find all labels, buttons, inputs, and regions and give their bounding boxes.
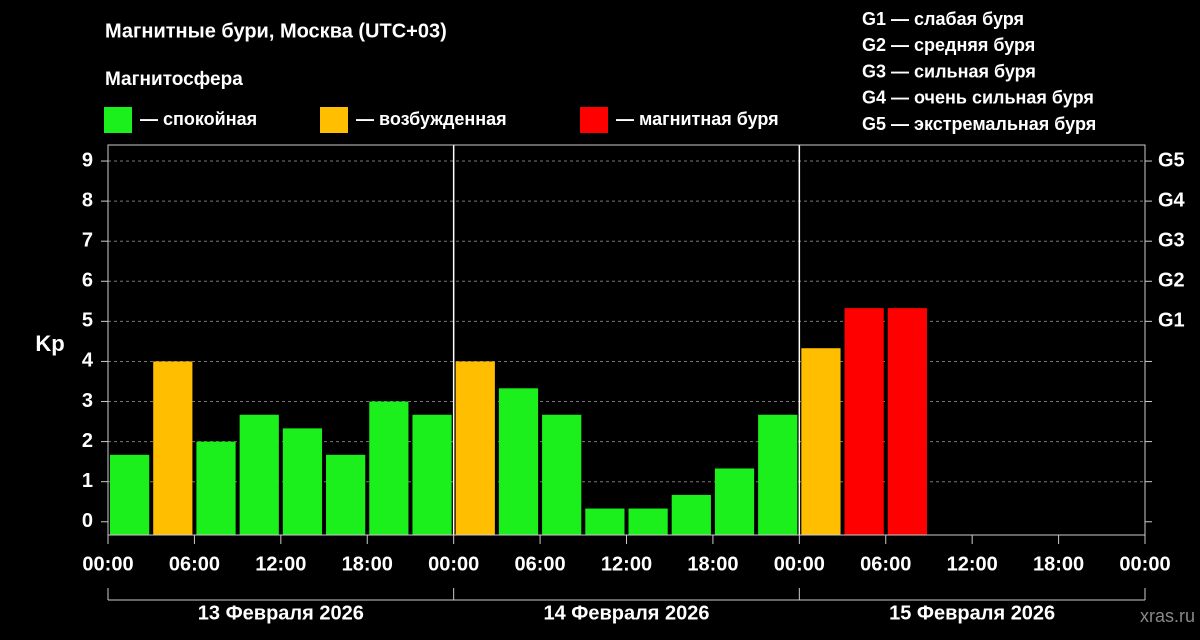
y-axis-label: Kp (35, 331, 64, 356)
x-tick-label: 18:00 (687, 553, 738, 575)
legend-swatch (320, 107, 348, 133)
legend-swatch (104, 107, 132, 133)
bar (628, 508, 668, 535)
watermark: xras.ru (1140, 606, 1195, 626)
y-tick-label: 0 (82, 510, 93, 532)
y-tick-label: 1 (82, 470, 93, 492)
bar (801, 348, 841, 535)
storm-level: G4 — очень сильная буря (862, 88, 1094, 108)
legend-label: — возбужденная (356, 109, 507, 129)
y2-tick-label: G4 (1158, 189, 1186, 211)
bar (671, 494, 711, 535)
y-tick-label: 5 (82, 310, 93, 332)
y2-tick-label: G3 (1158, 229, 1185, 251)
x-tick-label: 00:00 (82, 553, 133, 575)
y-tick-label: 3 (82, 390, 93, 412)
y2-tick-label: G5 (1158, 149, 1185, 171)
bar (412, 414, 452, 535)
x-tick-label: 00:00 (428, 553, 479, 575)
bar (239, 414, 279, 535)
y-tick-label: 4 (82, 350, 94, 372)
x-tick-label: 06:00 (860, 553, 911, 575)
day-label: 15 Февраля 2026 (889, 602, 1055, 624)
legend-swatch (580, 107, 608, 133)
bar (542, 414, 582, 535)
bar (110, 454, 150, 535)
storm-level: G1 — слабая буря (862, 9, 1024, 29)
legend-label: — спокойная (140, 109, 257, 129)
bar (758, 414, 798, 535)
x-tick-label: 12:00 (255, 553, 306, 575)
bar (326, 454, 366, 535)
bar (498, 388, 539, 535)
day-label: 13 Февраля 2026 (198, 602, 364, 624)
x-tick-label: 06:00 (515, 553, 566, 575)
plot-frame (107, 144, 1146, 536)
bar (369, 401, 409, 535)
storm-level: G3 — сильная буря (862, 61, 1036, 81)
y-tick-label: 9 (82, 149, 93, 171)
x-tick-label: 00:00 (774, 553, 825, 575)
y-tick-label: 7 (82, 229, 93, 251)
y-tick-label: 2 (82, 430, 93, 452)
x-tick-label: 12:00 (947, 553, 998, 575)
legend-title: Магнитосфера (105, 69, 243, 90)
x-tick-label: 06:00 (169, 553, 220, 575)
storm-level: G2 — средняя буря (862, 35, 1035, 55)
y2-tick-label: G2 (1158, 270, 1185, 292)
bar (196, 441, 236, 535)
chart-title: Магнитные бури, Москва (UTC+03) (105, 20, 447, 42)
storm-level: G5 — экстремальная буря (862, 114, 1096, 134)
x-tick-label: 12:00 (601, 553, 652, 575)
bar (585, 508, 625, 535)
bar (887, 308, 927, 535)
bar (714, 468, 755, 535)
bar (844, 308, 884, 535)
x-tick-label: 18:00 (1033, 553, 1084, 575)
y-tick-label: 6 (82, 270, 93, 292)
y2-tick-label: G1 (1158, 310, 1185, 332)
x-tick-label: 18:00 (342, 553, 393, 575)
x-tick-label: 00:00 (1119, 553, 1170, 575)
legend-label: — магнитная буря (616, 109, 779, 129)
day-label: 14 Февраля 2026 (543, 602, 709, 624)
bar (153, 361, 193, 535)
y-tick-label: 8 (82, 189, 93, 211)
bar (455, 361, 495, 535)
bar (282, 428, 323, 535)
